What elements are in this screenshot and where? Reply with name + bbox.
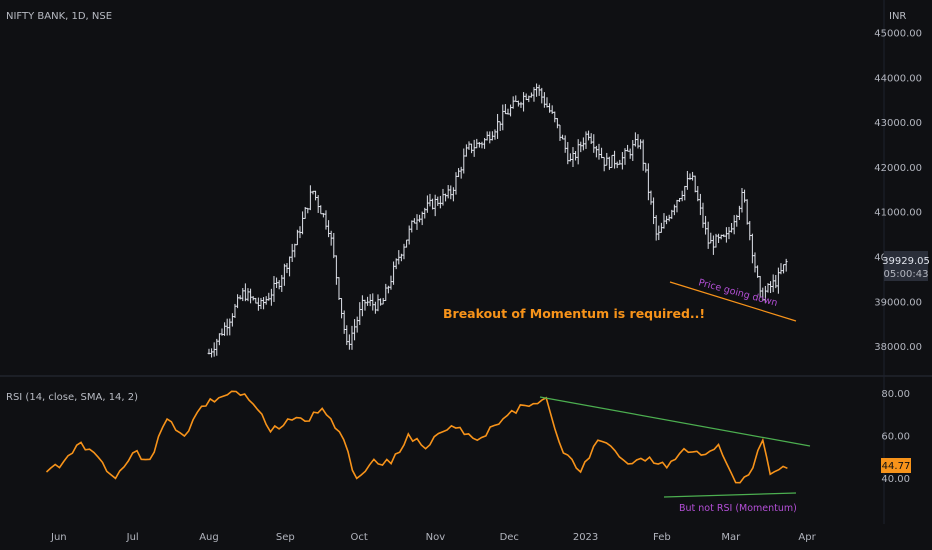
time-axis-label: Nov xyxy=(426,532,446,543)
rsi-upper-trendline xyxy=(539,396,811,447)
rsi-tick-label: 40.00 xyxy=(881,474,910,485)
price-trendline xyxy=(669,281,797,322)
time-axis-label: Feb xyxy=(653,532,671,543)
price-tick-label: 43000.00 xyxy=(874,118,922,129)
rsi-annotation: But not RSI (Momentum) xyxy=(679,503,797,514)
rsi-tick-label: 80.00 xyxy=(881,389,910,400)
price-tick-label: 38000.00 xyxy=(874,342,922,353)
time-axis-label: Jul xyxy=(126,532,139,543)
time-axis-label: Apr xyxy=(798,532,816,543)
time-axis-label: 2023 xyxy=(573,532,598,543)
rsi-lower-trendline xyxy=(663,492,797,498)
breakout-annotation: Breakout of Momentum is required..! xyxy=(443,306,705,321)
time-axis-label: Dec xyxy=(500,532,519,543)
time-axis-label: Jun xyxy=(50,532,67,543)
time-axis: Jun Jul Aug Sep Oct Nov Dec 2023 Feb Mar Apr xyxy=(50,532,817,543)
rsi-axis: 80.00 60.00 40.00 xyxy=(881,389,910,485)
price-axis: 45000.00 44000.00 43000.00 42000.00 41000.00… xyxy=(874,29,922,354)
last-price-badge xyxy=(884,251,928,281)
last-price-value: 39929.05 xyxy=(882,256,930,267)
ohlc-bars xyxy=(207,83,788,358)
price-tick-label: 45000.00 xyxy=(874,29,922,40)
time-axis-label: Aug xyxy=(199,532,219,543)
rsi-title: RSI (14, close, SMA, 14, 2) xyxy=(6,392,138,403)
time-axis-label: Sep xyxy=(276,532,295,543)
price-going-down-annotation: Price going down xyxy=(697,277,778,309)
time-axis-label: Oct xyxy=(350,532,367,543)
bar-countdown: 05:00:43 xyxy=(884,269,929,280)
price-tick-label: 39000.00 xyxy=(874,297,922,308)
symbol-title: NIFTY BANK, 1D, NSE xyxy=(6,11,112,22)
price-tick-label: 41000.00 xyxy=(874,208,922,219)
time-axis-label: Mar xyxy=(721,532,741,543)
rsi-value: 44.77 xyxy=(882,461,911,472)
rsi-value-badge xyxy=(881,458,911,473)
price-tick-label: 44000.00 xyxy=(874,73,922,84)
rsi-line xyxy=(45,390,788,484)
price-tick-label: 42000.00 xyxy=(874,163,922,174)
rsi-tick-label: 60.00 xyxy=(881,432,910,443)
currency-label: INR xyxy=(889,11,906,22)
